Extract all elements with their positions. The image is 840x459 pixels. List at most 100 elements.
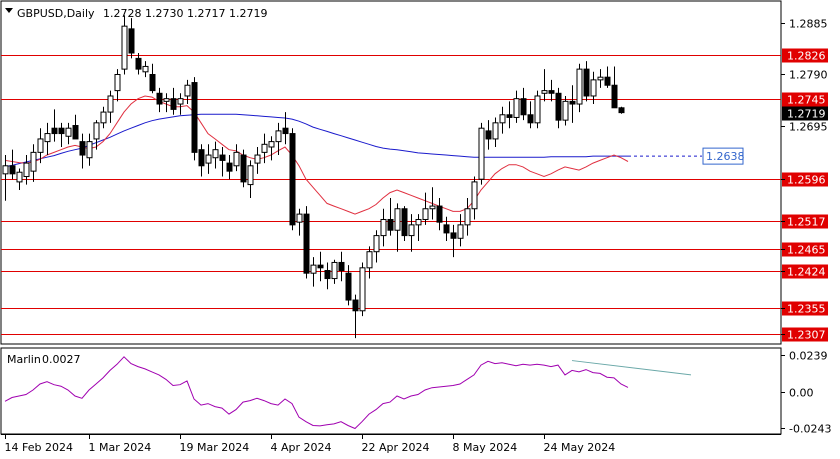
candle (506, 101, 513, 129)
main-pane: 1.2826 1.2745 1.2596 1.2517 1.2465 1.2424 1.23… (0, 0, 828, 345)
candle (548, 79, 555, 102)
candle (247, 160, 254, 199)
candle (436, 198, 443, 231)
candle (191, 77, 198, 161)
candle (450, 224, 457, 258)
candle (422, 192, 429, 225)
candle (142, 61, 149, 78)
candle (86, 133, 93, 166)
level-tag-7 (782, 327, 828, 342)
candle (366, 246, 373, 279)
price-tick-label-0: 1.2885 (789, 18, 828, 31)
candle (128, 18, 135, 59)
candle (163, 93, 170, 113)
candle (597, 69, 604, 88)
candle (303, 206, 310, 279)
candle (107, 90, 114, 123)
candle (499, 106, 506, 134)
level-tag-4 (782, 242, 828, 257)
triangle-down-icon (5, 8, 13, 13)
candle (555, 87, 562, 129)
time-axis: 14 Feb 2024 1 Mar 2024 19 Mar 2024 4 Apr 20… (1, 434, 781, 454)
candle (520, 87, 527, 121)
moving-average-blue: 1.2638 (4, 113, 745, 168)
candle (37, 128, 44, 164)
level-label-4: 1.2465 (787, 244, 826, 257)
candle (485, 120, 492, 150)
time-tick-label-2: 19 Mar 2024 (180, 441, 250, 454)
oscillator-line (4, 356, 629, 430)
osc-tick-label-1: 0.00 (789, 387, 814, 400)
candle (569, 85, 576, 123)
candle (317, 251, 324, 282)
candle (527, 101, 534, 129)
candle (310, 257, 317, 287)
oscillator-axis: 0.0239 0.00 -0.0243 (781, 350, 831, 436)
candle (254, 146, 261, 174)
candle (373, 230, 380, 263)
ma-blue-label: 1.2638 (706, 150, 745, 163)
candle (324, 262, 331, 290)
marlin-oscillator (4, 356, 692, 430)
candle (240, 149, 247, 188)
candle (604, 66, 611, 88)
ohlc-values: 1.2728 1.2730 1.2717 1.2719 (103, 7, 267, 20)
candle (513, 90, 520, 123)
level-label-5: 1.2424 (787, 266, 826, 279)
oscillator-trendline (571, 360, 692, 376)
candle (331, 259, 338, 284)
candle (261, 133, 268, 164)
candle (100, 106, 107, 129)
candle (23, 155, 30, 185)
candle (583, 61, 590, 102)
candle (219, 146, 226, 177)
candle (380, 208, 387, 247)
time-tick-label-3: 4 Apr 2024 (271, 441, 332, 454)
candle (30, 144, 37, 182)
candle (51, 109, 58, 142)
candle (401, 206, 408, 241)
price-tick-label-1: 1.2790 (789, 69, 828, 82)
candle (415, 214, 422, 241)
candle (268, 136, 275, 161)
candle (93, 120, 100, 150)
candle (44, 122, 51, 156)
level-tag-6 (782, 301, 828, 316)
candle (408, 214, 415, 252)
candle (429, 187, 436, 220)
candle (611, 66, 618, 109)
candle (464, 198, 471, 236)
candle (478, 122, 485, 185)
candle (9, 149, 16, 180)
candle (562, 95, 569, 126)
level-label-1: 1.2745 (787, 94, 826, 107)
osc-tick-label-2: -0.0243 (789, 423, 831, 436)
price-tick-label-2: 1.2695 (789, 121, 828, 134)
chart-title-group: GBPUSD,Daily 1.2728 1.2730 1.2717 1.2719 (5, 7, 267, 20)
candle (457, 214, 464, 247)
level-label-2: 1.2596 (787, 174, 826, 187)
candles (2, 15, 625, 339)
level-label-3: 1.2517 (787, 216, 826, 229)
candle (338, 251, 345, 282)
candle (65, 122, 72, 145)
candle (394, 203, 401, 252)
candle (233, 144, 240, 172)
candle (198, 144, 205, 177)
candle (177, 93, 184, 115)
candle (149, 63, 156, 94)
level-tag-0 (782, 48, 828, 63)
candle (121, 15, 128, 75)
candle (212, 141, 219, 169)
chart-title: GBPUSD,Daily (17, 7, 95, 20)
current-price-label: 1.2719 (787, 108, 826, 121)
time-tick-label-1: 1 Mar 2024 (89, 441, 152, 454)
level-tag-2 (782, 172, 828, 187)
time-tick-label-5: 8 May 2024 (453, 441, 518, 454)
candle (471, 176, 478, 220)
candle (170, 87, 177, 115)
level-label-7: 1.2307 (787, 329, 826, 342)
candle (275, 122, 282, 156)
